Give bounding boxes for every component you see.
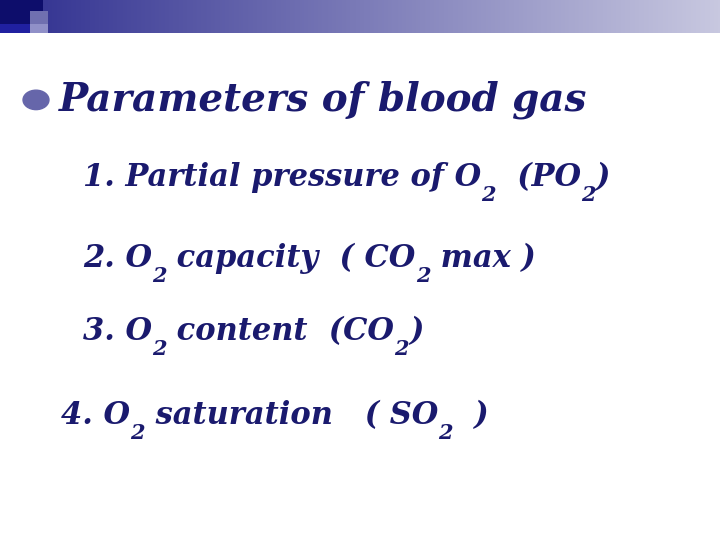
- Text: capacity  ( CO: capacity ( CO: [166, 243, 416, 274]
- Text: max ): max ): [431, 244, 536, 274]
- Text: 2: 2: [416, 266, 431, 286]
- Text: 2: 2: [395, 339, 409, 359]
- Text: saturation   ( SO: saturation ( SO: [145, 400, 438, 431]
- Text: 2: 2: [438, 423, 453, 443]
- Circle shape: [23, 90, 49, 110]
- Text: 3. O: 3. O: [83, 316, 152, 347]
- Text: Parameters of blood gas: Parameters of blood gas: [59, 80, 588, 119]
- Bar: [30, 11, 48, 24]
- Text: (PO: (PO: [495, 163, 580, 193]
- Bar: [30, 24, 48, 33]
- Text: 2: 2: [481, 185, 495, 205]
- Bar: [0, 0, 30, 24]
- Text: 2: 2: [580, 185, 595, 205]
- Bar: [0, 0, 43, 33]
- Text: ): ): [595, 163, 610, 193]
- Text: ): ): [453, 400, 488, 431]
- Text: 2. O: 2. O: [83, 244, 152, 274]
- Text: 2: 2: [152, 266, 166, 286]
- Text: 4. O: 4. O: [61, 400, 130, 431]
- Bar: [0, 24, 30, 33]
- Text: 2: 2: [130, 423, 145, 443]
- Text: ): ): [409, 316, 423, 347]
- Text: 1. Partial pressure of O: 1. Partial pressure of O: [83, 163, 481, 193]
- Text: 2: 2: [152, 339, 166, 359]
- Text: content  (CO: content (CO: [166, 316, 395, 347]
